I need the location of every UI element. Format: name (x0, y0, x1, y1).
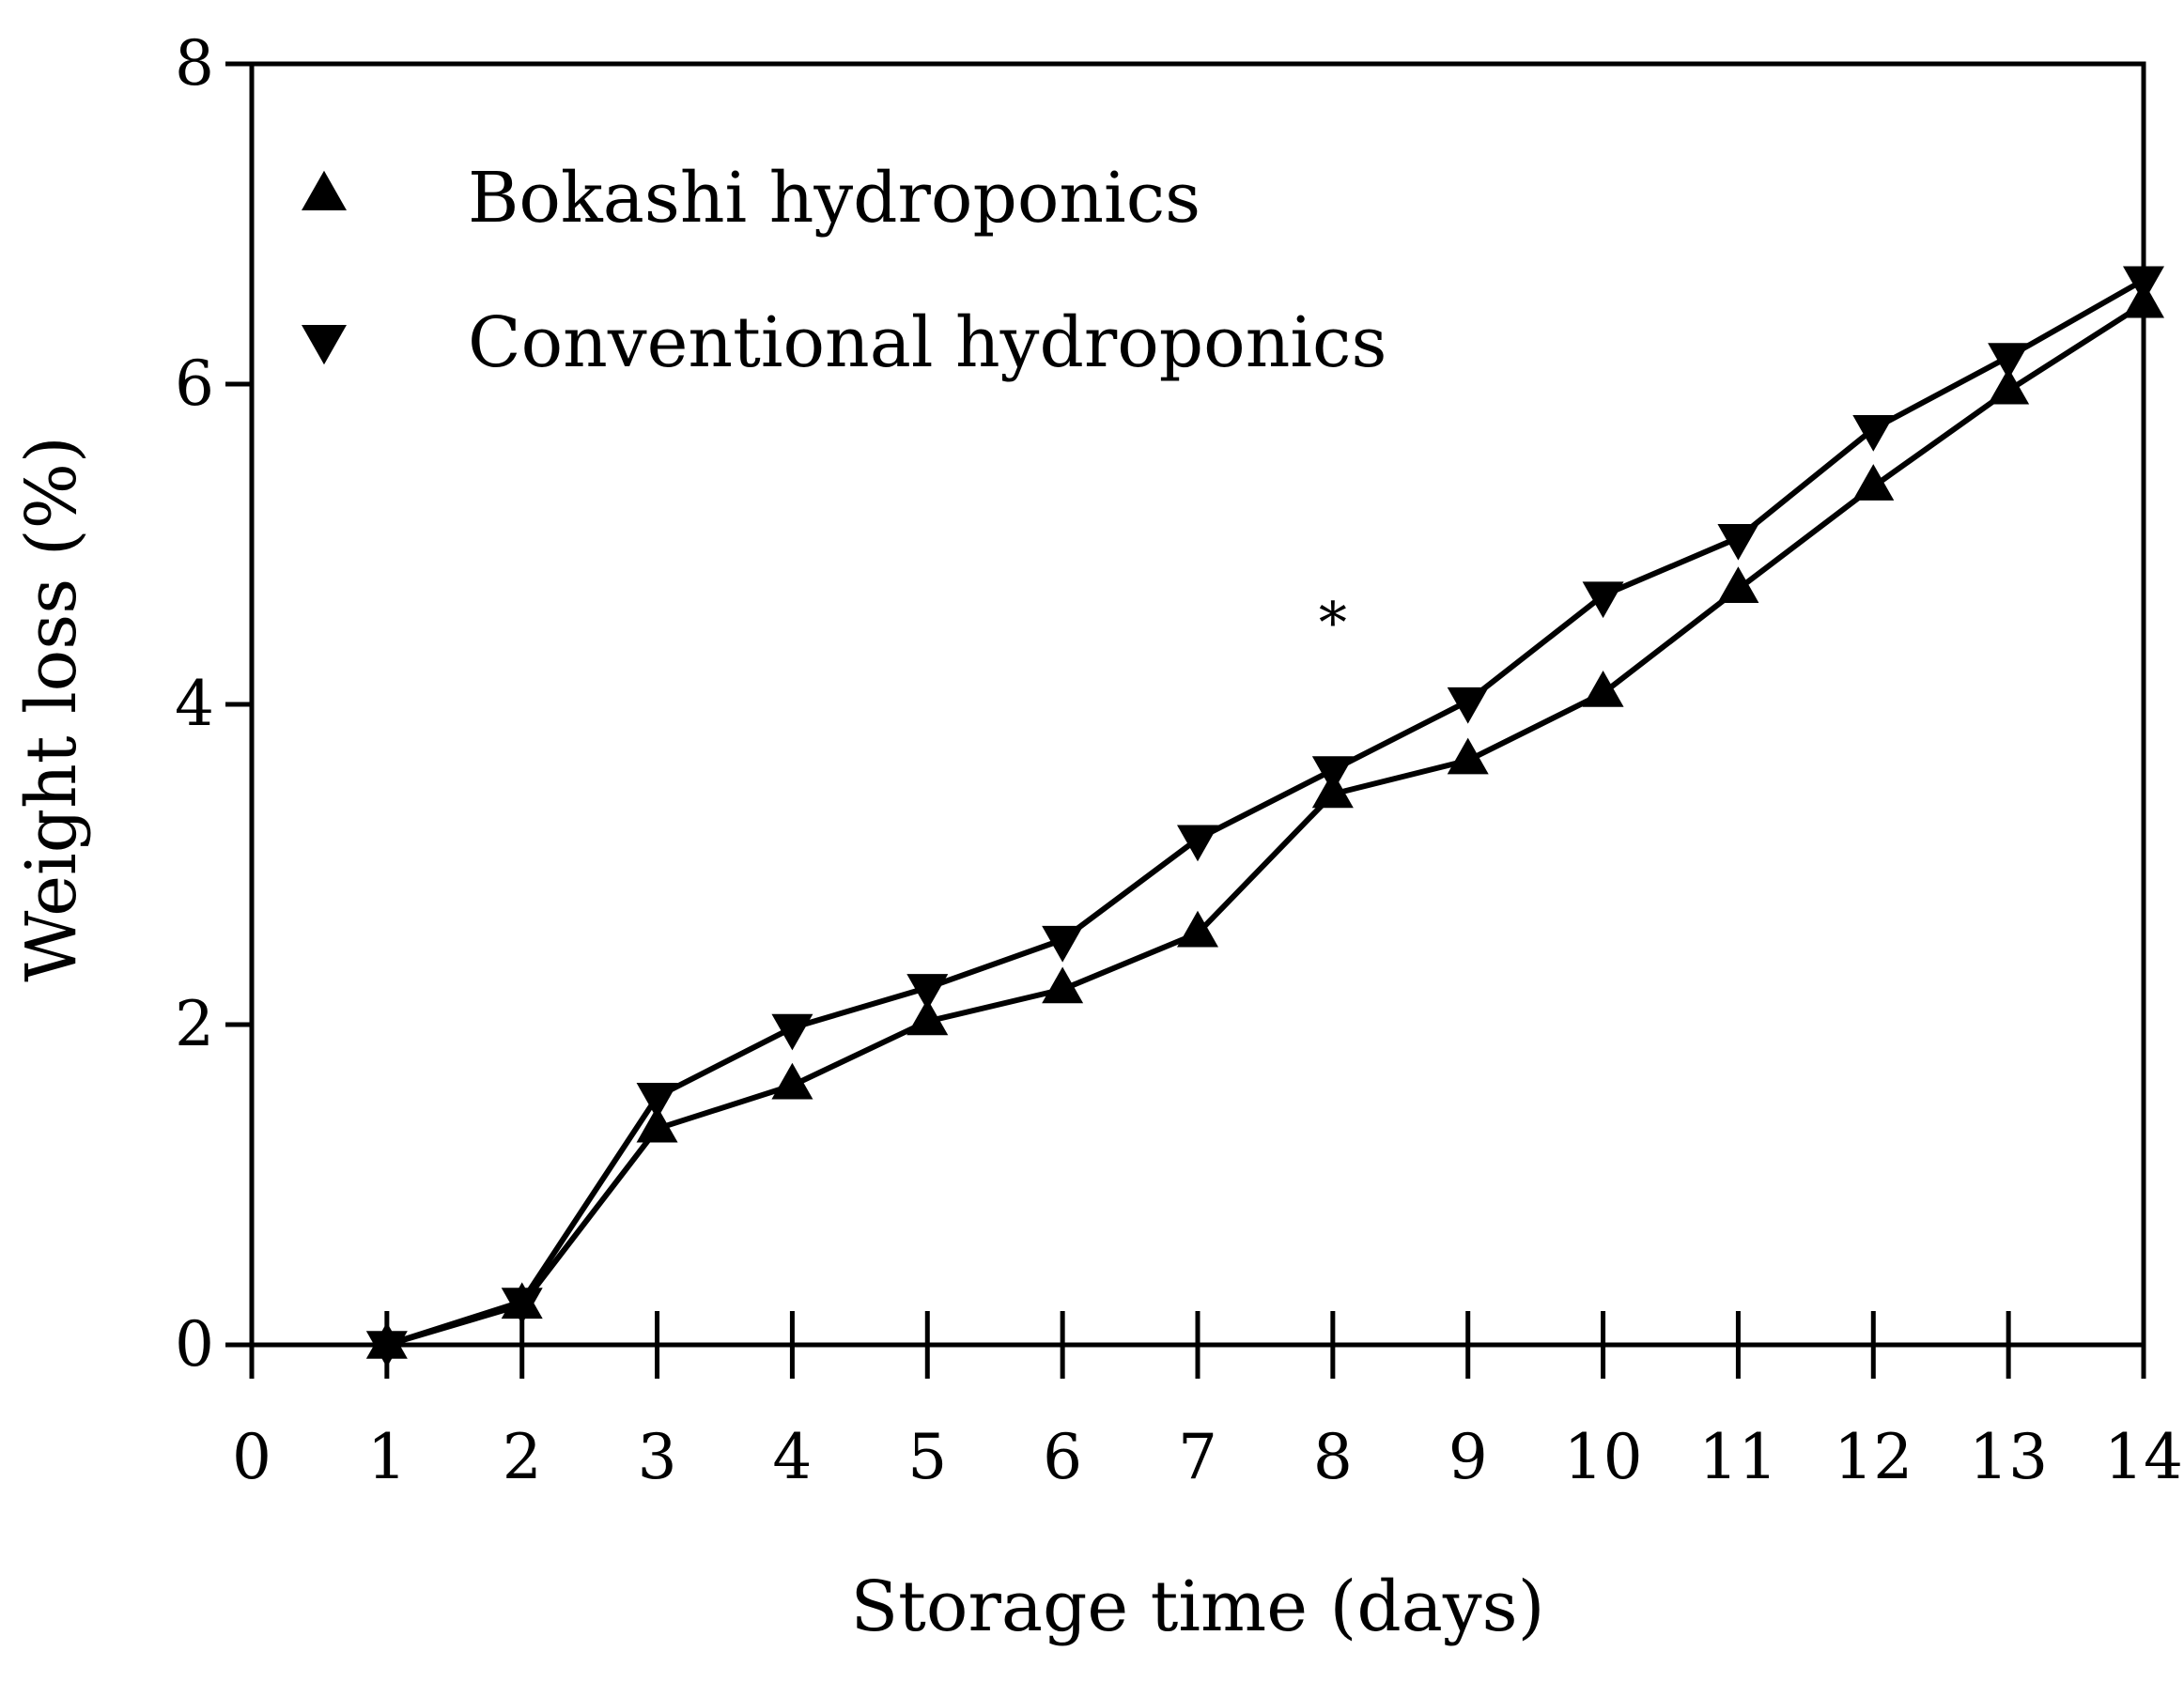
x-tick-label-7: 7 (1178, 1421, 1217, 1493)
marker-up-day-9 (1447, 737, 1489, 775)
y-tick-label-0: 0 (175, 1308, 214, 1381)
series-lines (385, 277, 2145, 1348)
legend-marker-1 (302, 170, 347, 211)
marker-down-day-7 (1177, 825, 1218, 862)
legend-label-1: Bokashi hydroponics (468, 158, 1200, 239)
marker-down-day-5 (906, 974, 949, 1011)
marker-down-day-11 (1717, 523, 1759, 561)
marker-down-day-14 (2123, 266, 2164, 303)
x-tick-label-3: 3 (638, 1421, 677, 1493)
x-tick-label-6: 6 (1043, 1421, 1082, 1493)
marker-down-day-1 (365, 1331, 408, 1368)
x-tick-label-10: 10 (1564, 1421, 1643, 1493)
x-tick-label-13: 13 (1969, 1421, 2048, 1493)
y-tick-label-8: 8 (175, 27, 214, 100)
marker-up-day-10 (1582, 671, 1624, 707)
annotations: * (1319, 591, 1347, 656)
x-tick-label-9: 9 (1448, 1421, 1488, 1493)
legend: Bokashi hydroponics Conventional hydropon… (302, 158, 1386, 383)
marker-up-day-7 (1177, 910, 1218, 948)
series-line-2 (385, 277, 2145, 1348)
x-tick-label-1: 1 (367, 1421, 407, 1493)
marker-down-day-12 (1852, 415, 1895, 452)
x-tick-label-12: 12 (1834, 1421, 1913, 1493)
marker-down-day-6 (1042, 925, 1084, 963)
x-tick-label-0: 0 (232, 1421, 271, 1493)
x-tick-label-4: 4 (772, 1421, 812, 1493)
y-tick-label-4: 4 (175, 668, 214, 740)
marker-up-day-12 (1852, 464, 1895, 501)
marker-down-day-13 (1988, 343, 2030, 380)
marker-up-day-4 (771, 1062, 813, 1100)
marker-down-day-9 (1447, 687, 1489, 724)
legend-label-2: Conventional hydroponics (468, 302, 1386, 383)
x-axis-title: Storage time (days) (850, 1566, 1544, 1647)
x-tick-label-11: 11 (1698, 1421, 1777, 1493)
plot-frame (249, 61, 2146, 1348)
series-line-1 (386, 301, 2145, 1348)
marker-down-day-4 (771, 1013, 813, 1051)
marker-up-day-5 (906, 998, 949, 1036)
marker-down-day-2 (501, 1288, 543, 1324)
x-tick-label-2: 2 (503, 1421, 542, 1493)
marker-down-day-8 (1311, 756, 1354, 793)
y-axis-title: Weight loss (%) (11, 436, 92, 982)
series-markers (365, 266, 2164, 1368)
x-tick-label-8: 8 (1313, 1421, 1353, 1493)
marker-up-day-6 (1042, 966, 1084, 1004)
marker-down-day-10 (1582, 581, 1624, 619)
axes (225, 61, 2146, 1379)
marker-up-day-13 (1988, 367, 2030, 405)
marker-up-day-11 (1717, 566, 1759, 603)
y-tick-label-6: 6 (175, 347, 214, 420)
y-tick-label-2: 2 (175, 988, 214, 1060)
significance-asterisk: * (1319, 591, 1347, 656)
legend-marker-2 (302, 324, 347, 365)
marker-up-day-3 (636, 1105, 678, 1143)
x-tick-label-5: 5 (907, 1421, 947, 1493)
marker-down-day-3 (636, 1083, 678, 1119)
x-tick-label-14: 14 (2104, 1421, 2183, 1493)
